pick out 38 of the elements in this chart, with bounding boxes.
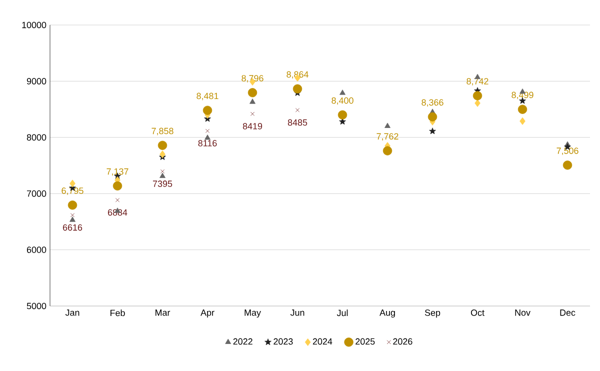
data-label: 7,762	[376, 133, 398, 141]
x-tick-label: Oct	[470, 310, 484, 316]
y-tick-label: 8000	[26, 134, 46, 141]
legend-label: 2024	[312, 338, 332, 345]
x-tick-label: Feb	[110, 310, 125, 316]
data-label: 6616	[62, 224, 82, 231]
data-label: 7395	[152, 180, 172, 187]
x-tick-label: Nov	[515, 310, 530, 316]
legend-label: 2023	[274, 338, 293, 345]
x-tick-label: Dec	[560, 310, 576, 316]
x-tick-label: Apr	[200, 310, 214, 318]
x-tick-label: Aug	[380, 310, 395, 318]
x-tick-label: Mar	[156, 310, 170, 316]
data-label: 8,481	[196, 92, 218, 100]
data-label: 8,742	[466, 78, 488, 86]
x-tick-label: Jun	[290, 310, 304, 316]
data-label: 8485	[288, 119, 308, 126]
y-tick-label: 9000	[26, 78, 46, 84]
data-label: 7,858	[152, 128, 174, 136]
data-label: 8,366	[422, 99, 444, 107]
data-label: 7,506	[556, 148, 578, 155]
legend-label: 2025	[356, 338, 375, 345]
y-tick-label: 6000	[26, 246, 46, 253]
data-label: 8,499	[512, 92, 534, 100]
data-label: 8,400	[332, 97, 354, 105]
y-tick-label: 7000	[26, 190, 46, 197]
x-tick-label: Sep	[424, 310, 440, 318]
x-tick-label: Jul	[336, 310, 348, 316]
y-tick-label: 5000	[26, 302, 46, 310]
data-label: 8,796	[242, 75, 264, 82]
legend-label: 2026	[393, 338, 412, 345]
legend-label: 2022	[233, 338, 252, 345]
x-tick-label: May	[244, 310, 261, 318]
data-label: 8116	[198, 140, 217, 146]
data-label: 7,137	[106, 168, 128, 176]
data-label: 8419	[242, 123, 262, 130]
x-tick-label: Jan	[65, 310, 80, 316]
y-tick-label: 10000	[22, 22, 46, 28]
